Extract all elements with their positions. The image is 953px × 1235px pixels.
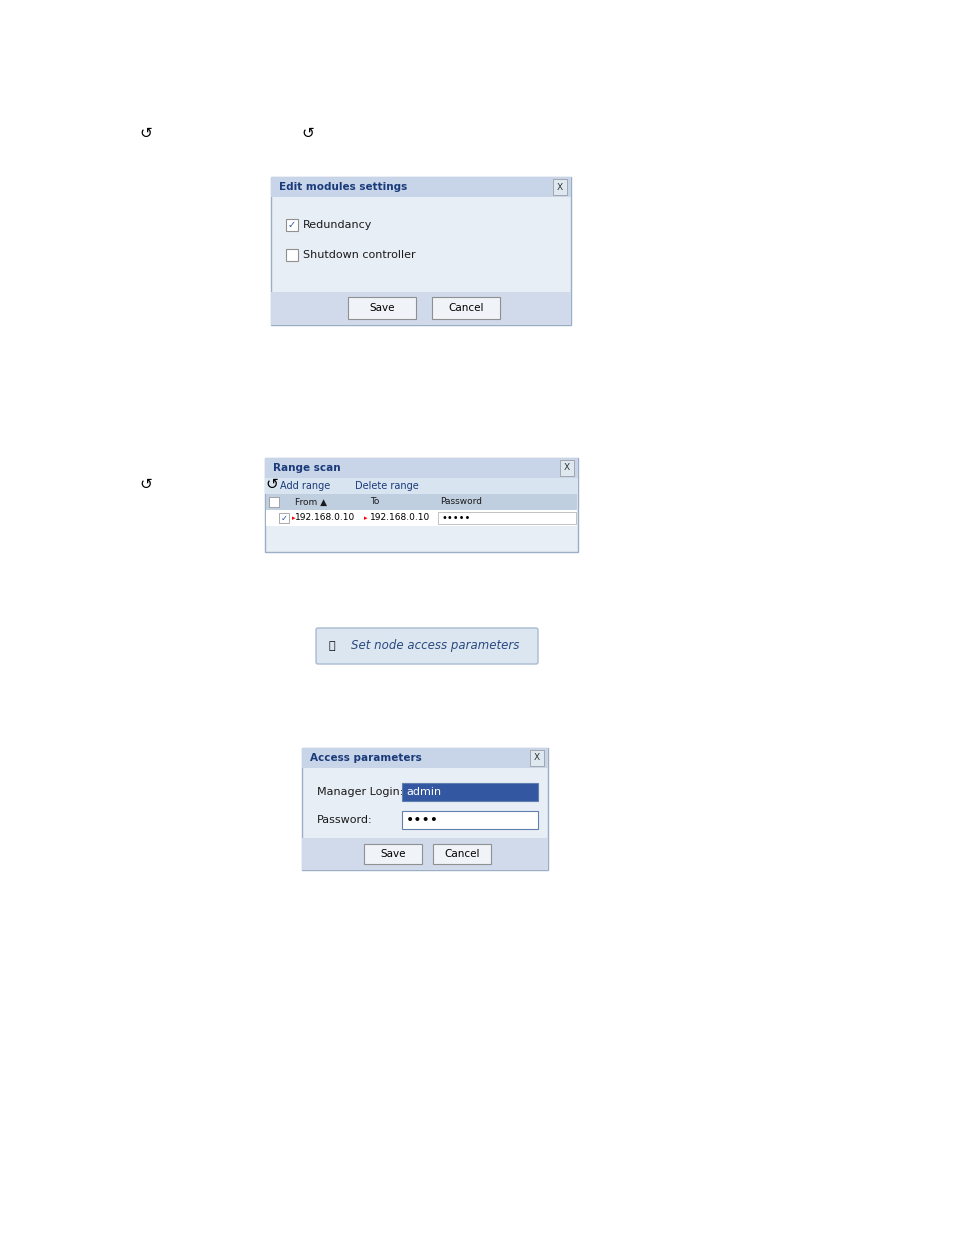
Text: Redundancy: Redundancy xyxy=(303,220,372,230)
Bar xyxy=(401,783,537,802)
Text: Cancel: Cancel xyxy=(448,303,483,312)
Text: Cancel: Cancel xyxy=(444,848,479,860)
Text: X: X xyxy=(534,753,539,762)
Bar xyxy=(286,219,297,231)
Text: Access parameters: Access parameters xyxy=(310,753,421,763)
Bar xyxy=(401,811,537,829)
Text: Save: Save xyxy=(380,848,405,860)
Bar xyxy=(302,748,547,869)
Text: Manager Login:: Manager Login: xyxy=(316,787,403,797)
Bar xyxy=(278,513,289,522)
Bar xyxy=(286,249,297,261)
Text: Set node access parameters: Set node access parameters xyxy=(351,640,518,652)
Text: 🔑: 🔑 xyxy=(329,641,335,651)
Text: Range scan: Range scan xyxy=(273,463,340,473)
Bar xyxy=(266,494,577,510)
Bar xyxy=(530,750,543,766)
Bar xyxy=(265,458,578,478)
Text: ↺: ↺ xyxy=(301,126,314,141)
Text: 192.168.0.10: 192.168.0.10 xyxy=(294,514,355,522)
Text: ▸: ▸ xyxy=(292,515,295,521)
Text: ▸: ▸ xyxy=(364,515,367,521)
Bar xyxy=(271,177,571,198)
Text: X: X xyxy=(557,183,562,191)
Bar xyxy=(271,291,571,325)
Text: X: X xyxy=(563,463,570,473)
Text: •••••: ••••• xyxy=(441,513,471,522)
Bar xyxy=(269,496,278,508)
Text: Save: Save xyxy=(369,303,395,312)
FancyBboxPatch shape xyxy=(315,629,537,664)
Bar xyxy=(302,839,547,869)
Text: admin: admin xyxy=(406,787,440,797)
Bar xyxy=(265,478,578,494)
Bar xyxy=(437,513,576,524)
Text: ↺: ↺ xyxy=(139,126,152,141)
Text: ••••: •••• xyxy=(406,813,438,827)
Bar xyxy=(433,844,491,864)
Text: ✓: ✓ xyxy=(288,220,295,230)
Bar xyxy=(302,748,547,768)
Text: From ▲: From ▲ xyxy=(294,498,327,506)
Bar xyxy=(266,510,577,526)
Text: ↺: ↺ xyxy=(139,477,152,492)
Text: Add range: Add range xyxy=(280,480,330,492)
Text: 192.168.0.10: 192.168.0.10 xyxy=(370,514,430,522)
Bar xyxy=(271,177,571,325)
Bar xyxy=(364,844,421,864)
Text: Shutdown controller: Shutdown controller xyxy=(303,249,416,261)
Text: Password:: Password: xyxy=(316,815,373,825)
Text: ↺: ↺ xyxy=(265,477,278,492)
Bar xyxy=(432,296,499,319)
Text: To: To xyxy=(370,498,379,506)
Text: Password: Password xyxy=(439,498,481,506)
Text: ✓: ✓ xyxy=(280,514,287,522)
Text: Delete range: Delete range xyxy=(355,480,418,492)
Bar xyxy=(559,459,574,475)
Bar xyxy=(265,458,578,552)
Bar xyxy=(553,179,566,195)
Bar xyxy=(348,296,416,319)
Text: Edit modules settings: Edit modules settings xyxy=(278,182,407,191)
